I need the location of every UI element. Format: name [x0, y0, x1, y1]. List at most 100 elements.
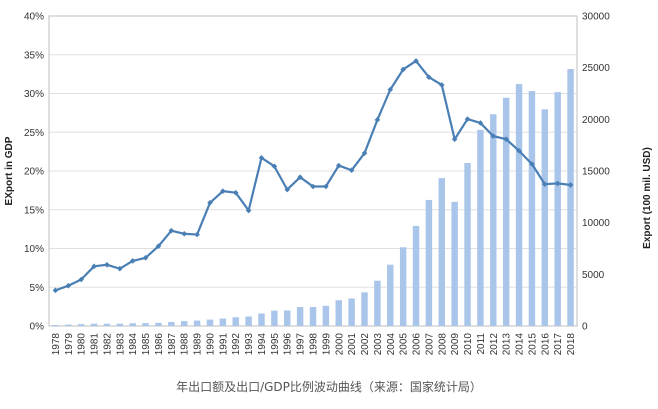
export-bar — [181, 321, 188, 326]
export-bar — [554, 92, 561, 326]
export-gdp-point — [91, 263, 97, 270]
export-gdp-point — [284, 186, 291, 193]
export-gdp-point — [52, 287, 59, 294]
export-bar — [193, 320, 201, 326]
chart-caption: 年出口额及出口/GDP比例波动曲线（来源：国家统计局） — [176, 380, 482, 394]
left-tick-label: 35% — [24, 50, 44, 61]
export-gdp-point — [220, 188, 226, 194]
left-tick-label: 20% — [24, 167, 44, 178]
export-bar — [116, 323, 124, 326]
export-gdp-point — [129, 258, 136, 264]
x-tick-label: 1995 — [270, 333, 281, 356]
x-tick-label: 2005 — [399, 333, 410, 356]
export-gdp-point — [490, 133, 497, 139]
export-gdp-point — [542, 181, 548, 187]
x-tick-label: 2013 — [502, 333, 513, 356]
export-bar — [515, 83, 523, 326]
export-bar — [206, 319, 214, 326]
right-tick-label: 5000 — [582, 270, 605, 281]
x-tick-label: 2017 — [553, 333, 564, 356]
export-gdp-point — [258, 155, 265, 161]
left-tick-label: 15% — [24, 205, 44, 216]
export-gdp-point — [232, 189, 239, 196]
x-tick-label: 2001 — [347, 333, 358, 356]
x-tick-label: 2000 — [334, 333, 345, 356]
export-gdp-point — [155, 243, 162, 249]
export-gdp-point — [400, 66, 406, 73]
export-bar — [412, 225, 420, 326]
export-gdp-point — [348, 167, 355, 174]
x-tick-label: 1989 — [193, 333, 204, 356]
export-bar — [232, 317, 239, 326]
x-tick-label: 2012 — [489, 333, 500, 356]
left-tick-label: 30% — [24, 89, 44, 100]
export-gdp-point — [104, 261, 110, 268]
export-gdp-point — [78, 276, 84, 283]
export-gdp-point — [567, 182, 574, 188]
export-bar — [464, 162, 471, 326]
export-gdp-point — [438, 82, 445, 88]
x-tick-label: 1982 — [102, 333, 113, 356]
right-tick-label: 30000 — [582, 12, 610, 23]
export-bar — [258, 313, 265, 326]
x-tick-label: 1996 — [283, 333, 294, 356]
export-gdp-point — [451, 136, 458, 143]
export-gdp-point — [477, 120, 484, 126]
export-bar — [65, 324, 72, 326]
right-tick-label: 25000 — [582, 63, 610, 74]
x-tick-label: 1986 — [154, 333, 165, 356]
left-tick-label: 10% — [24, 244, 44, 255]
x-tick-label: 2002 — [360, 333, 371, 356]
export-bar — [245, 316, 252, 326]
export-bar — [438, 178, 445, 326]
x-tick-label: 2015 — [527, 333, 538, 356]
right-tick-label: 10000 — [582, 218, 610, 229]
x-tick-label: 1981 — [90, 333, 101, 356]
export-bar — [335, 300, 342, 326]
export-gdp-point — [374, 117, 381, 123]
export-gdp-point — [310, 183, 316, 190]
export-bar — [219, 318, 227, 326]
export-bar — [451, 201, 458, 326]
export-gdp-point — [516, 148, 522, 154]
export-bar — [142, 323, 149, 326]
x-tick-label: 1994 — [257, 333, 268, 356]
x-tick-label: 1993 — [244, 333, 255, 356]
export-bars — [52, 69, 574, 327]
x-tick-label: 2014 — [515, 333, 526, 356]
export-bar — [52, 324, 59, 326]
export-bar — [477, 129, 484, 326]
x-tick-label: 1992 — [231, 333, 242, 356]
x-tick-label: 1980 — [77, 333, 88, 356]
export-gdp-point — [65, 282, 72, 289]
left-tick-label: 0% — [30, 322, 45, 333]
x-tick-label: 1985 — [141, 333, 152, 356]
export-gdp-point — [194, 231, 200, 238]
x-tick-label: 1999 — [321, 333, 332, 356]
x-tick-label: 1998 — [309, 333, 320, 356]
x-tick-label: 1991 — [218, 333, 229, 356]
x-tick-label: 1983 — [115, 333, 126, 356]
x-tick-label: 1984 — [128, 333, 139, 356]
export-gdp-line — [52, 58, 574, 294]
export-gdp-point — [554, 180, 561, 187]
export-gdp-point — [245, 207, 252, 214]
export-bar — [90, 323, 98, 326]
left-tick-label: 25% — [24, 128, 44, 139]
export-gdp-point — [387, 86, 394, 93]
x-tick-label: 1978 — [51, 333, 62, 356]
x-tick-label: 1997 — [296, 333, 307, 356]
export-bar — [271, 310, 278, 326]
x-tick-label: 1990 — [205, 333, 216, 356]
left-tick-label: 5% — [30, 283, 45, 294]
x-tick-label: 2018 — [566, 333, 577, 356]
x-tick-label: 2009 — [450, 333, 461, 356]
export-gdp-point — [271, 163, 278, 170]
export-gdp-point — [207, 199, 213, 206]
x-tick-label: 2011 — [476, 333, 487, 355]
export-bar — [399, 247, 407, 326]
export-bar — [361, 292, 368, 326]
export-bar — [567, 69, 574, 326]
